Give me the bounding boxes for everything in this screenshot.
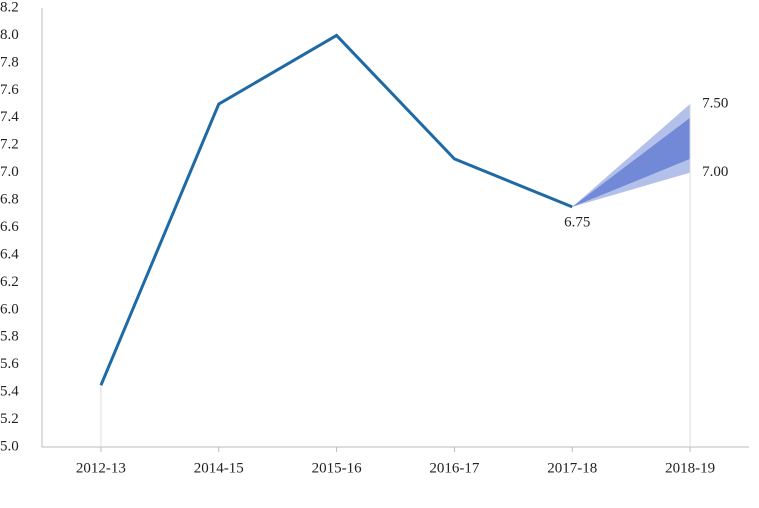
y-tick-label: 7.2 xyxy=(0,137,19,153)
y-tick-label: 5.0 xyxy=(0,438,19,454)
x-tick-label: 2016-17 xyxy=(429,460,479,476)
y-tick-label: 7.8 xyxy=(0,54,19,70)
fan-band xyxy=(572,117,691,207)
y-tick-label: 6.0 xyxy=(0,301,19,317)
fan-band xyxy=(572,104,691,207)
x-tick-label: 2015-16 xyxy=(312,460,362,476)
y-tick-label: 7.4 xyxy=(0,109,19,125)
y-tick-label: 5.6 xyxy=(0,356,19,372)
x-tick-label: 2018-19 xyxy=(665,460,715,476)
data-label: 7.00 xyxy=(702,164,728,180)
y-tick-label: 8.0 xyxy=(0,27,19,43)
y-tick-label: 5.2 xyxy=(0,411,19,427)
y-tick-label: 5.4 xyxy=(0,384,19,400)
y-tick-label: 7.0 xyxy=(0,164,19,180)
y-tick-label: 6.6 xyxy=(0,219,19,235)
data-label: 7.50 xyxy=(702,95,728,111)
y-tick-label: 6.8 xyxy=(0,192,19,208)
y-tick-label: 5.8 xyxy=(0,329,19,345)
x-tick-label: 2017-18 xyxy=(547,460,597,476)
y-tick-label: 6.2 xyxy=(0,274,19,290)
y-tick-label: 7.6 xyxy=(0,82,19,98)
x-tick-label: 2012-13 xyxy=(76,460,126,476)
y-tick-label: 6.4 xyxy=(0,246,19,262)
y-tick-label: 8.2 xyxy=(0,0,19,15)
line xyxy=(99,33,573,386)
x-tick-label: 2014-15 xyxy=(194,460,244,476)
data-label: 6.75 xyxy=(564,214,590,230)
